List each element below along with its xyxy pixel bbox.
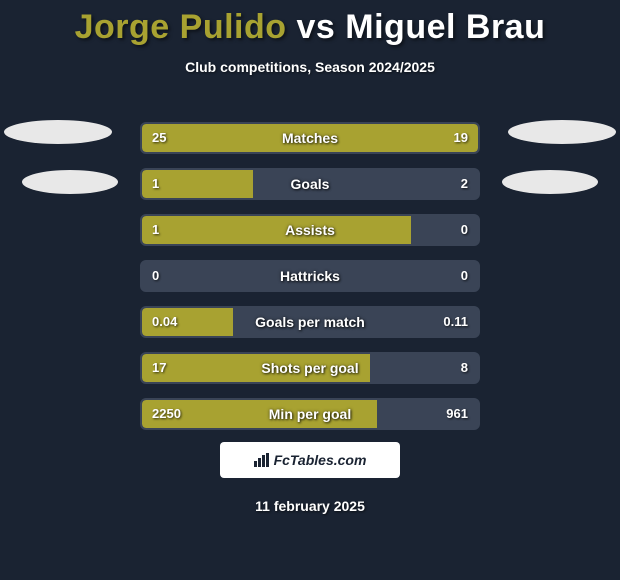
stat-label: Min per goal	[142, 400, 478, 428]
vs-label: vs	[297, 8, 336, 46]
player2-avatar-placeholder-2	[502, 170, 598, 194]
stat-label: Hattricks	[142, 262, 478, 290]
stat-label: Goals per match	[142, 308, 478, 336]
page-title: Jorge Pulido vs Miguel Brau	[0, 8, 620, 47]
stat-label: Goals	[142, 170, 478, 198]
player1-avatar-placeholder	[4, 120, 112, 144]
brand-name: FcTables.com	[274, 452, 367, 468]
brand-badge: FcTables.com	[220, 442, 400, 478]
player1-name: Jorge Pulido	[75, 8, 287, 46]
stat-row: 178Shots per goal	[140, 352, 480, 384]
player1-avatar-placeholder-2	[22, 170, 118, 194]
stat-label: Shots per goal	[142, 354, 478, 382]
stat-row: 10Assists	[140, 214, 480, 246]
player2-avatar-placeholder	[508, 120, 616, 144]
stat-row: 2519Matches	[140, 122, 480, 154]
stats-bars: 2519Matches 12Goals 10Assists 00Hattricks 0.…	[140, 122, 480, 444]
stat-row: 0.040.11Goals per match	[140, 306, 480, 338]
header: Jorge Pulido vs Miguel Brau Club competi…	[0, 0, 620, 75]
player2-name: Miguel Brau	[345, 8, 545, 46]
stat-row: 00Hattricks	[140, 260, 480, 292]
bar-chart-icon	[254, 453, 270, 467]
footer-date: 11 february 2025	[0, 498, 620, 514]
subtitle: Club competitions, Season 2024/2025	[0, 59, 620, 75]
stat-row: 2250961Min per goal	[140, 398, 480, 430]
stat-row: 12Goals	[140, 168, 480, 200]
stat-label: Assists	[142, 216, 478, 244]
stat-label: Matches	[142, 124, 478, 152]
brand-badge-text: FcTables.com	[254, 452, 367, 468]
